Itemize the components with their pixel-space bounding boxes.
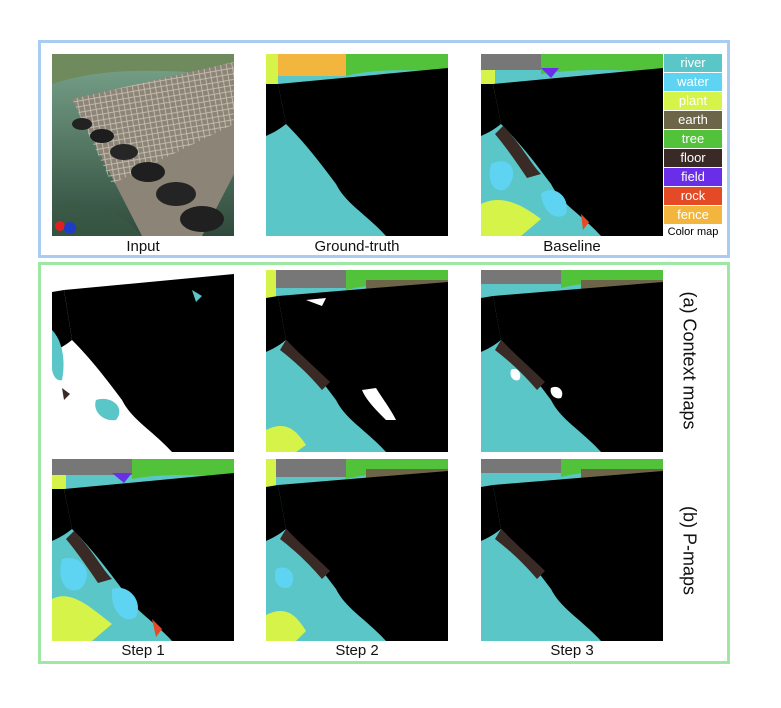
legend-title: Color map	[667, 226, 719, 238]
input-image	[52, 54, 234, 236]
legend-item-floor: floor	[664, 149, 722, 167]
row-label-p-maps: (b) P-maps	[679, 505, 700, 595]
legend-item-water: water	[664, 73, 722, 91]
legend-item-plant: plant	[664, 92, 722, 110]
context-map-step-1	[52, 270, 234, 452]
caption-baseline: Baseline	[543, 238, 601, 255]
caption-step-2: Step 2	[335, 642, 379, 659]
baseline-image	[481, 54, 663, 236]
p-map-step-3	[481, 459, 663, 641]
caption-ground-truth: Ground-truth	[314, 238, 400, 255]
legend-item-earth: earth	[664, 111, 722, 129]
input-photo	[52, 54, 234, 236]
context-map-step-3	[481, 270, 663, 452]
legend-item-river: river	[664, 54, 722, 72]
color-map-legend: river water plant earth tree floor field…	[664, 54, 722, 239]
context-map-step-2	[266, 270, 448, 452]
legend-item-tree: tree	[664, 130, 722, 148]
caption-input: Input	[126, 238, 160, 255]
top-panel	[38, 40, 730, 258]
ground-truth-image	[266, 54, 448, 236]
row-label-context-maps: (a) Context maps	[679, 291, 700, 430]
legend-item-field: field	[664, 168, 722, 186]
caption-step-3: Step 3	[550, 642, 594, 659]
p-map-step-1	[52, 459, 234, 641]
bottom-panel	[38, 262, 730, 664]
legend-item-fence: fence	[664, 206, 722, 224]
p-map-step-2	[266, 459, 448, 641]
legend-item-rock: rock	[664, 187, 722, 205]
caption-step-1: Step 1	[121, 642, 165, 659]
